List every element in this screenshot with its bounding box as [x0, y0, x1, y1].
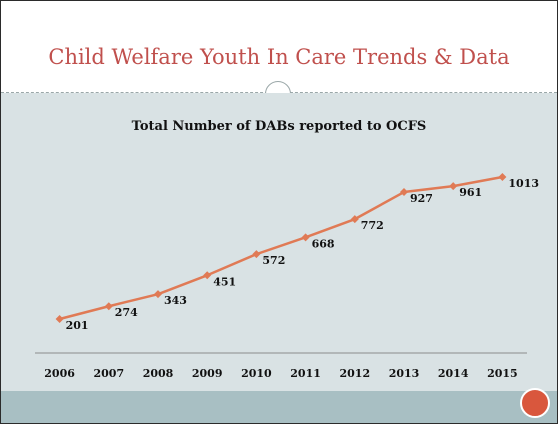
x-tick-label: 2010	[241, 367, 272, 380]
data-point	[154, 290, 162, 299]
data-label: 1013	[508, 177, 539, 190]
data-label: 927	[410, 192, 433, 205]
title-area: Child Welfare Youth In Care Trends & Dat…	[1, 1, 557, 93]
x-tick-label: 2014	[438, 367, 469, 380]
x-tick-label: 2007	[93, 367, 124, 380]
x-tick-label: 2006	[44, 367, 75, 380]
data-label: 451	[213, 275, 236, 288]
corner-circle-decoration	[520, 388, 550, 418]
chart-area	[1, 93, 557, 391]
x-tick-label: 2008	[143, 367, 174, 380]
data-label: 961	[459, 186, 482, 199]
data-label: 274	[115, 306, 138, 319]
data-point	[252, 250, 261, 259]
data-point	[301, 233, 310, 242]
slide-title: Child Welfare Youth In Care Trends & Dat…	[48, 45, 510, 69]
x-tick-label: 2013	[389, 367, 420, 380]
x-tick-label: 2015	[487, 367, 518, 380]
data-label: 343	[164, 294, 187, 307]
x-tick-label: 2012	[339, 367, 370, 380]
data-point	[203, 271, 212, 280]
data-point	[400, 188, 408, 197]
data-point	[350, 215, 359, 224]
data-label: 772	[361, 219, 384, 232]
data-point	[104, 302, 113, 311]
data-label: 668	[312, 237, 335, 250]
data-point	[498, 173, 507, 181]
x-tick-label: 2009	[192, 367, 223, 380]
x-tick-label: 2011	[290, 367, 321, 380]
data-label: 572	[262, 254, 285, 267]
chart-title: Total Number of DABs reported to OCFS	[131, 119, 427, 134]
data-label: 201	[66, 319, 89, 332]
footer-bar	[1, 391, 557, 423]
series-line	[59, 175, 503, 321]
data-point	[449, 182, 458, 191]
data-point	[55, 315, 64, 323]
